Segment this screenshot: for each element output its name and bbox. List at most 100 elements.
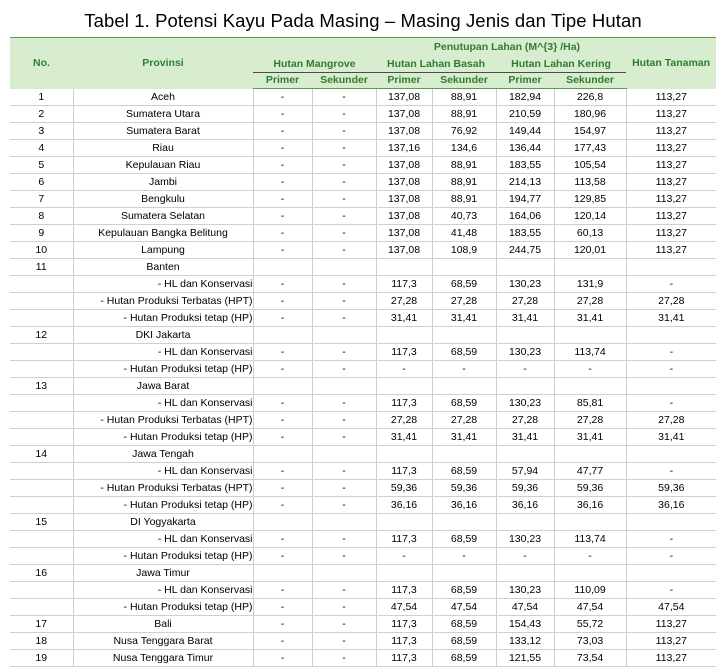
cell-provinsi: - HL dan Konservasi: [73, 343, 254, 361]
cell-provinsi: - Hutan Produksi tetap (HP): [73, 309, 254, 327]
cell-value: 36,16: [554, 496, 627, 514]
cell-provinsi: Jawa Timur: [73, 564, 254, 582]
cell-value: [496, 258, 555, 276]
cell-value: -: [253, 292, 313, 310]
cell-value: 131,9: [554, 275, 627, 293]
cell-value: -: [626, 394, 717, 412]
cell-value: -: [312, 598, 377, 616]
cell-value: 183,55: [496, 156, 555, 174]
cell-value: 117,3: [376, 462, 433, 480]
cell-provinsi: Jawa Barat: [73, 377, 254, 395]
cell-value: 59,36: [496, 479, 555, 497]
cell-value: 214,13: [496, 173, 555, 191]
cell-value: -: [253, 122, 313, 140]
cell-value: -: [253, 581, 313, 599]
cell-value: [432, 513, 497, 531]
cell-value: -: [554, 360, 627, 378]
cell-provinsi: - Hutan Produksi tetap (HP): [73, 428, 254, 446]
cell-value: 88,91: [432, 105, 497, 123]
cell-value: 113,27: [626, 105, 717, 123]
table-row: 10 Lampung - -137,08 108,9 244,75 120,01 113,27: [10, 241, 717, 259]
cell-no: [10, 581, 74, 599]
cell-value: 130,23: [496, 343, 555, 361]
table-row: - Hutan Produksi tetap (HP) - -36,16 36,16 3…: [10, 496, 717, 514]
cell-value: [432, 326, 497, 344]
cell-provinsi: Nusa Tenggara Barat: [73, 632, 254, 650]
cell-value: 110,09: [554, 581, 627, 599]
cell-value: -: [253, 190, 313, 208]
cell-value: 113,27: [626, 649, 717, 667]
cell-value: 60,13: [554, 224, 627, 242]
cell-value: 134,6: [432, 139, 497, 157]
cell-value: 210,59: [496, 105, 555, 123]
cell-value: 117,3: [376, 581, 433, 599]
cell-value: 68,59: [432, 615, 497, 633]
cell-value: 117,3: [376, 615, 433, 633]
cell-value: 117,3: [376, 343, 433, 361]
cell-value: -: [312, 224, 377, 242]
cell-value: 31,41: [376, 428, 433, 446]
table-row: 12 DKI Jakarta: [10, 326, 717, 344]
table-row: - Hutan Produksi Terbatas (HPT) - -59,36 59…: [10, 479, 717, 497]
cell-value: 85,81: [554, 394, 627, 412]
cell-value: -: [253, 632, 313, 650]
cell-value: 137,08: [376, 105, 433, 123]
cell-value: 182,94: [496, 88, 555, 106]
cell-value: -: [253, 139, 313, 157]
table-row: - Hutan Produksi tetap (HP) - - - - - - -: [10, 360, 717, 378]
cell-value: -: [626, 462, 717, 480]
cell-value: 194,77: [496, 190, 555, 208]
cell-no: 11: [10, 258, 74, 276]
cell-value: -: [312, 581, 377, 599]
cell-value: 59,36: [626, 479, 717, 497]
cell-value: 68,59: [432, 581, 497, 599]
cell-value: 73,03: [554, 632, 627, 650]
cell-no: 19: [10, 649, 74, 667]
cell-no: [10, 428, 74, 446]
cell-value: 137,08: [376, 173, 433, 191]
cell-provinsi: Riau: [73, 139, 254, 157]
cell-value: [554, 564, 627, 582]
cell-provinsi: Lampung: [73, 241, 254, 259]
cell-value: -: [253, 530, 313, 548]
cell-value: 68,59: [432, 394, 497, 412]
cell-value: 88,91: [432, 156, 497, 174]
cell-value: [626, 258, 717, 276]
cell-value: 130,23: [496, 530, 555, 548]
header-hutan-tanaman: Hutan Tanaman: [626, 37, 717, 89]
cell-no: 2: [10, 105, 74, 123]
table-row: 15 DI Yogyakarta: [10, 513, 717, 531]
cell-value: 113,27: [626, 207, 717, 225]
cell-value: 31,41: [432, 309, 497, 327]
cell-provinsi: Sumatera Selatan: [73, 207, 254, 225]
cell-provinsi: - Hutan Produksi tetap (HP): [73, 598, 254, 616]
table-row: - Hutan Produksi tetap (HP) - -31,41 31,41 3…: [10, 309, 717, 327]
cell-value: -: [312, 411, 377, 429]
cell-no: 16: [10, 564, 74, 582]
cell-value: -: [312, 88, 377, 106]
cell-provinsi: - HL dan Konservasi: [73, 530, 254, 548]
header-hutan-lahan-kering: Hutan Lahan Kering: [496, 57, 627, 73]
cell-no: 15: [10, 513, 74, 531]
cell-value: -: [253, 547, 313, 565]
table-row: - HL dan Konservasi - -117,3 68,59 130,23 110…: [10, 581, 717, 599]
table-row: 8 Sumatera Selatan - -137,08 40,73 164,06 120,…: [10, 207, 717, 225]
cell-value: [554, 513, 627, 531]
table-row: 19 Nusa Tenggara Timur - -117,3 68,59 121,55 7…: [10, 649, 717, 667]
cell-provinsi: Bengkulu: [73, 190, 254, 208]
cell-value: 47,54: [496, 598, 555, 616]
cell-value: 164,06: [496, 207, 555, 225]
cell-provinsi: DKI Jakarta: [73, 326, 254, 344]
cell-value: 177,43: [554, 139, 627, 157]
cell-value: [253, 258, 313, 276]
cell-value: 130,23: [496, 394, 555, 412]
cell-value: -: [312, 462, 377, 480]
cell-value: [432, 258, 497, 276]
cell-provinsi: - Hutan Produksi tetap (HP): [73, 496, 254, 514]
cell-value: [432, 377, 497, 395]
cell-provinsi: Nusa Tenggara Timur: [73, 649, 254, 667]
cell-no: [10, 309, 74, 327]
cell-value: [312, 326, 377, 344]
cell-value: 113,27: [626, 139, 717, 157]
cell-value: -: [626, 530, 717, 548]
